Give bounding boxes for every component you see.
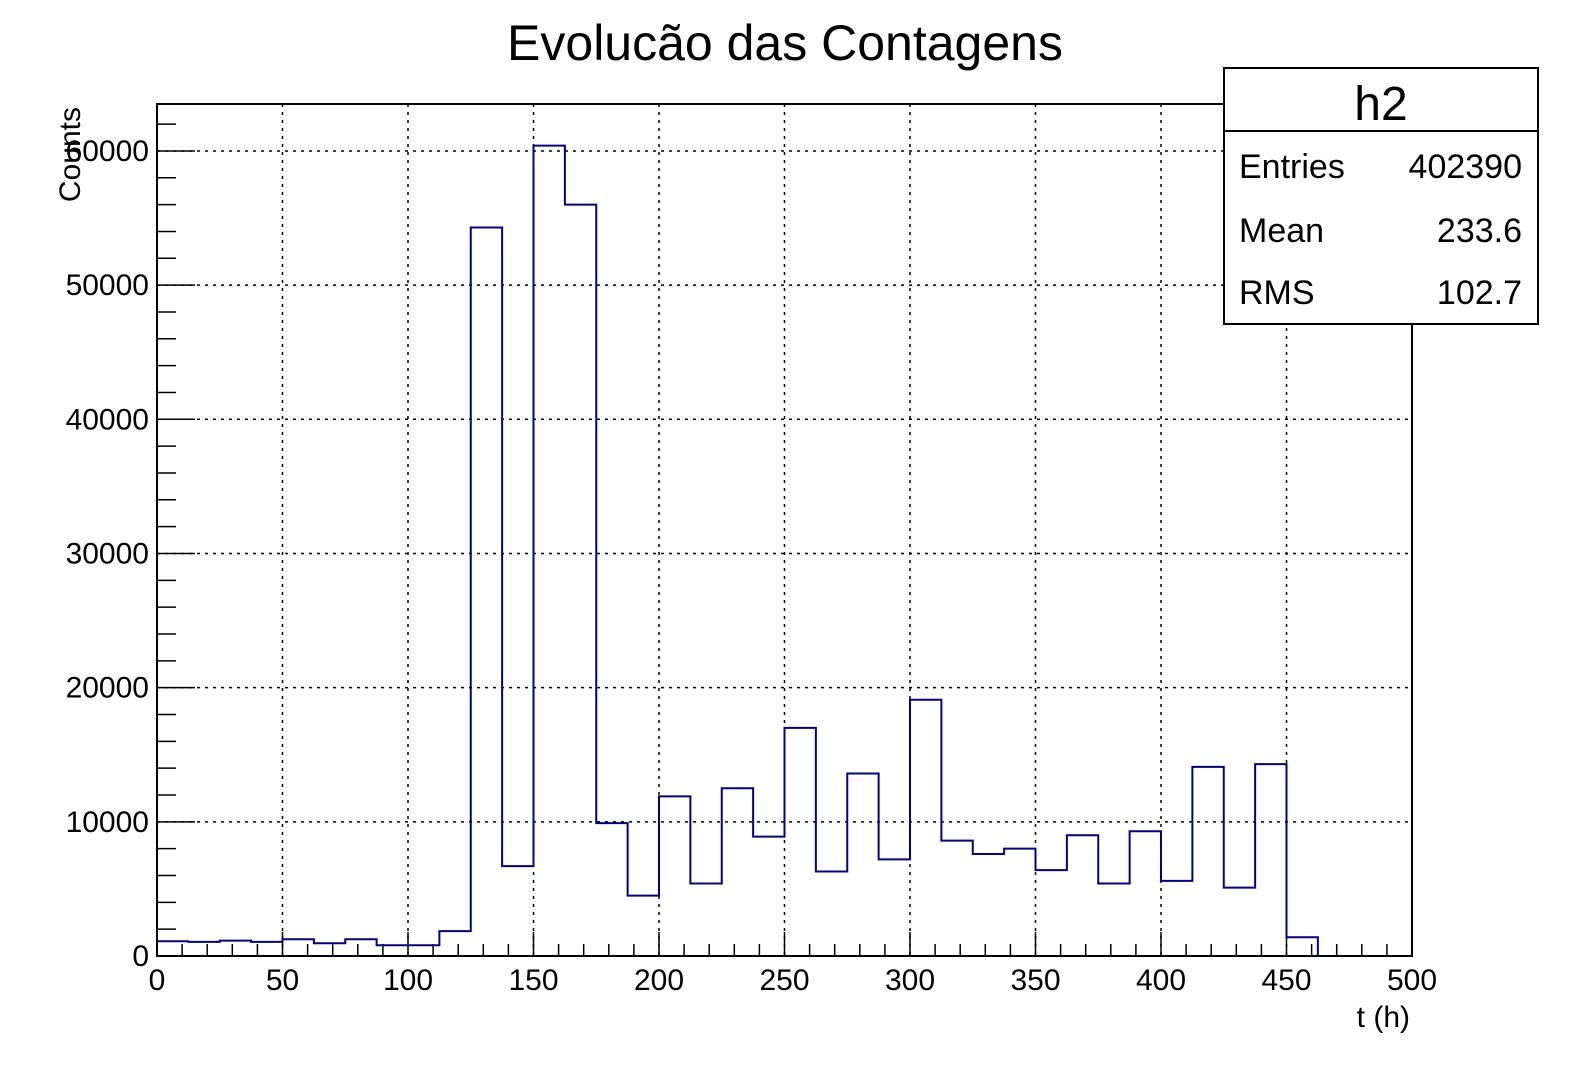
stats-box: h2 Entries 402390 Mean 233.6 RMS 102.7	[1223, 67, 1539, 325]
stats-box-name: h2	[1354, 78, 1407, 131]
y-axis-label: Counts	[54, 107, 87, 202]
x-tick-label: 0	[149, 964, 166, 997]
x-tick-label: 100	[383, 964, 433, 997]
stats-entries-label: Entries	[1239, 148, 1345, 186]
x-tick-label: 150	[508, 964, 558, 997]
x-tick-label: 400	[1136, 964, 1186, 997]
x-tick-labels: 0 50 100 150 200 250 300 350 400 450 500	[149, 964, 1437, 997]
y-tick-labels: 0 10000 20000 30000 40000 50000 60000	[66, 135, 149, 973]
x-tick-label: 250	[759, 964, 809, 997]
minor-ticks	[157, 123, 1388, 956]
stats-mean-label: Mean	[1239, 212, 1324, 250]
y-tick-label: 40000	[66, 403, 149, 436]
y-tick-label: 0	[132, 940, 149, 973]
x-tick-label: 500	[1387, 964, 1437, 997]
x-tick-label: 300	[885, 964, 935, 997]
stats-entries-value: 402390	[1409, 148, 1522, 186]
x-tick-label: 450	[1261, 964, 1311, 997]
y-tick-label: 60000	[66, 135, 149, 168]
stats-mean-value: 233.6	[1437, 212, 1522, 250]
stats-rms-value: 102.7	[1437, 274, 1522, 312]
chart-title: Evolucão das Contagens	[507, 15, 1063, 71]
x-tick-label: 50	[266, 964, 299, 997]
y-tick-label: 20000	[66, 672, 149, 705]
x-tick-label: 200	[634, 964, 684, 997]
x-axis-label: t (h)	[1357, 1001, 1410, 1034]
y-tick-label: 10000	[66, 806, 149, 839]
histogram-line	[156, 144, 1412, 957]
plot-frame	[156, 103, 1413, 957]
stats-box-frame	[1223, 67, 1539, 325]
y-tick-label: 30000	[66, 537, 149, 570]
stats-rms-label: RMS	[1239, 274, 1315, 312]
y-tick-label: 50000	[66, 269, 149, 302]
x-tick-label: 350	[1010, 964, 1060, 997]
